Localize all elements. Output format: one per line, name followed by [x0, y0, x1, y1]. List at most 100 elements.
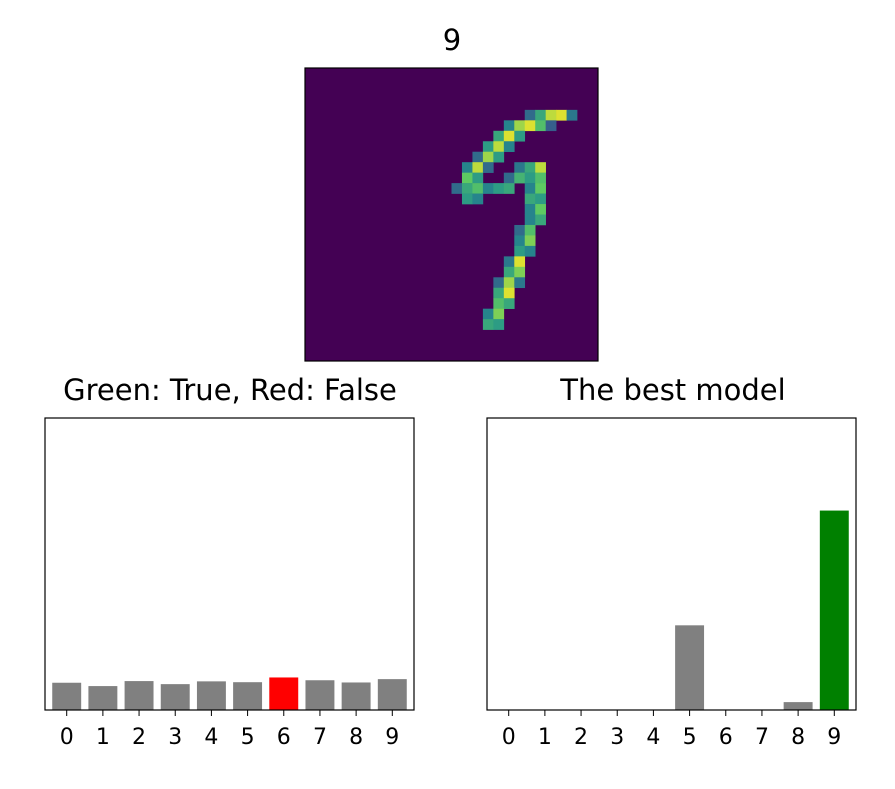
bar-7	[305, 680, 335, 710]
x-tick-label: 2	[132, 725, 146, 750]
image-pixel	[535, 204, 546, 215]
image-pixel	[461, 172, 473, 184]
bar-0	[52, 682, 82, 710]
image-pixel	[482, 319, 494, 330]
x-tick-label: 9	[827, 725, 841, 750]
chart-frame	[486, 417, 857, 711]
image-pixel	[461, 183, 473, 194]
image-pixel	[482, 162, 494, 173]
image-pixel	[461, 193, 473, 205]
x-tick-label: 8	[349, 725, 363, 750]
x-tick-label: 5	[683, 725, 697, 750]
image-pixel	[472, 183, 484, 194]
image-pixel	[566, 109, 578, 121]
image-pixel	[535, 183, 546, 194]
bar-5	[675, 625, 705, 710]
image-pixel	[524, 120, 536, 132]
x-tick-label: 3	[610, 725, 624, 750]
image-pixel	[514, 256, 526, 268]
image-pixel	[472, 151, 484, 163]
image-pixel	[514, 120, 526, 132]
image-pixel	[493, 277, 505, 289]
image-pixel	[535, 172, 546, 184]
image-pixel	[472, 172, 484, 184]
bar-1	[88, 686, 118, 710]
image-pixel	[503, 287, 515, 299]
image-pixel	[524, 245, 536, 257]
image-pixel	[535, 162, 546, 173]
x-tick-label: 4	[646, 725, 660, 750]
image-pixel	[524, 235, 536, 247]
bar-3	[160, 684, 190, 710]
image-pixel	[524, 172, 536, 184]
image-pixel	[503, 266, 515, 278]
x-tick-label: 4	[204, 725, 218, 750]
image-frame	[304, 67, 599, 362]
image-pixel	[535, 120, 546, 132]
image-pixel	[493, 319, 505, 330]
image-pixel	[503, 183, 515, 194]
image-pixel	[461, 162, 473, 173]
image-pixel	[503, 172, 515, 184]
image-pixel	[503, 141, 515, 153]
image-pixel	[524, 162, 536, 173]
image-pixel	[535, 193, 546, 205]
image-pixel	[556, 109, 567, 121]
x-tick-label: 0	[502, 725, 516, 750]
bar-8	[783, 702, 813, 710]
bar-5	[233, 682, 263, 710]
image-pixel	[482, 308, 494, 320]
image-pixel	[535, 109, 546, 121]
image-pixel	[545, 120, 557, 132]
image-pixel	[524, 224, 536, 236]
bar-9	[377, 679, 407, 710]
image-pixel	[524, 183, 536, 194]
image-pixel	[514, 130, 526, 142]
image-pixel	[503, 298, 515, 309]
image-pixel	[493, 298, 505, 309]
image-pixel	[514, 277, 526, 289]
bar-9	[819, 510, 849, 710]
bar-8	[341, 682, 371, 710]
image-pixel	[545, 109, 557, 121]
image-pixel	[514, 235, 526, 247]
image-pixel	[482, 141, 494, 153]
image-pixel	[524, 193, 536, 205]
x-tick-label: 9	[385, 725, 399, 750]
image-pixel	[451, 183, 463, 194]
image-pixel	[514, 172, 526, 184]
image-pixel	[535, 214, 546, 226]
image-pixel	[503, 277, 515, 289]
x-tick-label: 1	[538, 725, 552, 750]
x-tick-label: 7	[313, 725, 327, 750]
image-pixel	[482, 183, 494, 194]
bar-2	[124, 681, 154, 710]
image-pixel	[493, 151, 505, 163]
image-pixel	[524, 109, 536, 121]
x-tick-label: 6	[277, 725, 291, 750]
x-tick-label: 0	[60, 725, 74, 750]
chart-frame	[44, 417, 415, 711]
image-pixel	[514, 245, 526, 257]
x-tick-label: 6	[719, 725, 733, 750]
x-tick-label: 5	[241, 725, 255, 750]
x-tick-label: 7	[755, 725, 769, 750]
image-pixel	[493, 130, 505, 142]
image-pixel	[493, 287, 505, 299]
chart-left-title: Green: True, Red: False	[63, 373, 397, 407]
image-pixel	[514, 224, 526, 236]
image-pixel	[493, 183, 505, 194]
chart-right-title: The best model	[559, 373, 785, 407]
image-pixel	[503, 120, 515, 132]
x-tick-label: 3	[168, 725, 182, 750]
image-pixel	[514, 162, 526, 173]
image-pixel	[524, 204, 536, 215]
image-pixel	[472, 162, 484, 173]
image-pixel	[524, 214, 536, 226]
x-tick-label: 8	[791, 725, 805, 750]
image-pixel	[514, 266, 526, 278]
bar-6	[269, 677, 299, 710]
